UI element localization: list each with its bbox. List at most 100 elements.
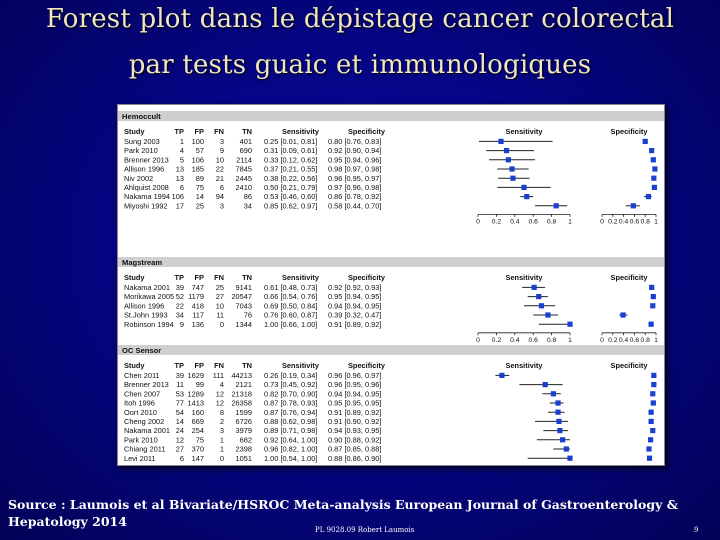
- sensitivity-tick-label: 0.8: [547, 218, 557, 225]
- cell-sensitivity: 0.85 [0.62, 0.97]: [264, 201, 317, 210]
- cell-fn: 22: [216, 165, 224, 174]
- col-header-tp: TP: [175, 127, 185, 136]
- cell-fn: 3: [220, 426, 224, 435]
- study-name: Chen 2011: [124, 371, 160, 380]
- specificity-point-marker: [642, 138, 648, 144]
- cell-tn: 34: [244, 201, 252, 210]
- study-name: Chen 2007: [124, 389, 160, 398]
- study-name: Ahlquist 2008: [124, 183, 169, 192]
- sensitivity-point-marker: [556, 418, 562, 424]
- cell-fp: 117: [192, 311, 204, 320]
- cell-sensitivity: 0.37 [0.21, 0.55]: [264, 165, 317, 174]
- cell-fp: 106: [192, 155, 204, 164]
- cell-fp: 147: [192, 454, 204, 463]
- study-name: Chiang 2011: [124, 445, 165, 454]
- col-header-fn: FN: [214, 361, 224, 370]
- cell-fp: 669: [192, 417, 204, 426]
- cell-fp: 1629: [188, 371, 204, 380]
- col-header-fp: FP: [195, 127, 205, 136]
- specificity-point-marker: [649, 284, 655, 290]
- specificity-point-marker: [651, 372, 657, 378]
- cell-specificity: 0.91 [0.89, 0.92]: [328, 408, 381, 417]
- cell-fp: 185: [192, 165, 204, 174]
- study-name: Nakama 2001: [124, 283, 170, 292]
- cell-tp: 5: [180, 155, 184, 164]
- study-name: Cheng 2002: [124, 417, 164, 426]
- col-header-fn: FN: [214, 273, 224, 282]
- specificity-tick-label: 0: [600, 337, 604, 344]
- specificity-point-marker: [651, 184, 657, 190]
- sensitivity-tick-label: 0: [476, 218, 480, 225]
- cell-specificity: 0.96 [0.95, 0.96]: [328, 380, 381, 389]
- cell-specificity: 0.80 [0.76, 0.83]: [328, 137, 381, 146]
- cell-fn: 6: [220, 183, 224, 192]
- col-header-fp: FP: [195, 361, 205, 370]
- cell-fn: 2: [220, 417, 224, 426]
- cell-specificity: 0.92 [0.90, 0.94]: [328, 146, 381, 155]
- study-name: Brenner 2013: [124, 380, 169, 389]
- cell-fn: 12: [216, 389, 224, 398]
- col-header-study: Study: [124, 361, 145, 370]
- study-name: Allison 1996: [124, 301, 164, 310]
- cell-tp: 17: [176, 201, 184, 210]
- specificity-tick-label: 0.8: [640, 337, 650, 344]
- cell-tn: 6726: [236, 417, 252, 426]
- cell-specificity: 0.91 [0.89, 0.92]: [328, 320, 381, 329]
- cell-fn: 8: [220, 408, 224, 417]
- specificity-point-marker: [650, 157, 656, 163]
- specificity-tick-label: 0.4: [619, 218, 629, 225]
- study-name: Niv 2002: [124, 174, 153, 183]
- cell-specificity: 0.96 [0.96, 0.97]: [328, 371, 381, 380]
- col-header-sensitivity: Sensitivity: [282, 361, 320, 370]
- study-name: Park 2010: [124, 435, 158, 444]
- cell-fp: 57: [196, 146, 204, 155]
- cell-tp: 13: [176, 174, 184, 183]
- cell-fp: 1179: [188, 292, 204, 301]
- col-header-specificity: Specificity: [348, 361, 386, 370]
- study-name: Park 2010: [124, 146, 158, 155]
- slide-title-line-2: par tests guaic et immunologiques: [128, 50, 592, 80]
- plot-title-specificity: Specificity: [611, 273, 649, 282]
- specificity-point-marker: [649, 148, 655, 154]
- study-name: Levi 2011: [124, 454, 156, 463]
- cell-sensitivity: 0.26 [0.19, 0.34]: [264, 371, 317, 380]
- cell-specificity: 0.90 [0.88, 0.92]: [328, 435, 381, 444]
- cell-tn: 401: [240, 137, 252, 146]
- plot-title-sensitivity: Sensitivity: [506, 127, 544, 136]
- specificity-point-marker: [650, 294, 656, 300]
- forest-plot-chart: Hemoccult Study TP FP FN TN Sensitivity Specifi…: [118, 111, 664, 463]
- cell-fp: 14: [196, 192, 204, 201]
- specificity-tick-label: 0.6: [630, 337, 640, 344]
- cell-tp: 106: [172, 192, 184, 201]
- cell-sensitivity: 0.73 [0.45, 0.92]: [264, 380, 317, 389]
- cell-specificity: 0.96 [0.95, 0.97]: [328, 174, 381, 183]
- cell-fn: 10: [216, 301, 224, 310]
- cell-tp: 24: [176, 426, 184, 435]
- cell-fp: 75: [196, 183, 204, 192]
- col-header-fp: FP: [195, 273, 205, 282]
- specificity-point-marker: [648, 418, 654, 424]
- cell-fp: 254: [192, 426, 204, 435]
- cell-fp: 747: [192, 283, 204, 292]
- specificity-tick-label: 1: [654, 337, 658, 344]
- specificity-tick-label: 0: [600, 218, 604, 225]
- specificity-point-marker: [650, 303, 656, 309]
- cell-sensitivity: 0.69 [0.50, 0.84]: [264, 301, 317, 310]
- study-name: Robinson 1994: [124, 320, 174, 329]
- cell-sensitivity: 0.82 [0.70, 0.90]: [264, 389, 317, 398]
- cell-sensitivity: 0.96 [0.82, 1.00]: [264, 445, 317, 454]
- specificity-point-marker: [646, 446, 652, 452]
- cell-specificity: 0.39 [0.32, 0.47]: [328, 311, 381, 320]
- col-header-study: Study: [124, 127, 145, 136]
- cell-fp: 160: [192, 408, 204, 417]
- plot-title-specificity: Specificity: [611, 127, 649, 136]
- cell-sensitivity: 0.53 [0.46, 0.60]: [264, 192, 317, 201]
- sensitivity-point-marker: [560, 437, 566, 443]
- col-header-specificity: Specificity: [348, 127, 386, 136]
- cell-specificity: 0.91 [0.90, 0.92]: [328, 417, 381, 426]
- cell-specificity: 0.94 [0.94, 0.95]: [328, 389, 381, 398]
- plot-title-sensitivity: Sensitivity: [506, 361, 544, 370]
- cell-tn: 76: [244, 311, 252, 320]
- study-name: St.John 1993: [124, 311, 168, 320]
